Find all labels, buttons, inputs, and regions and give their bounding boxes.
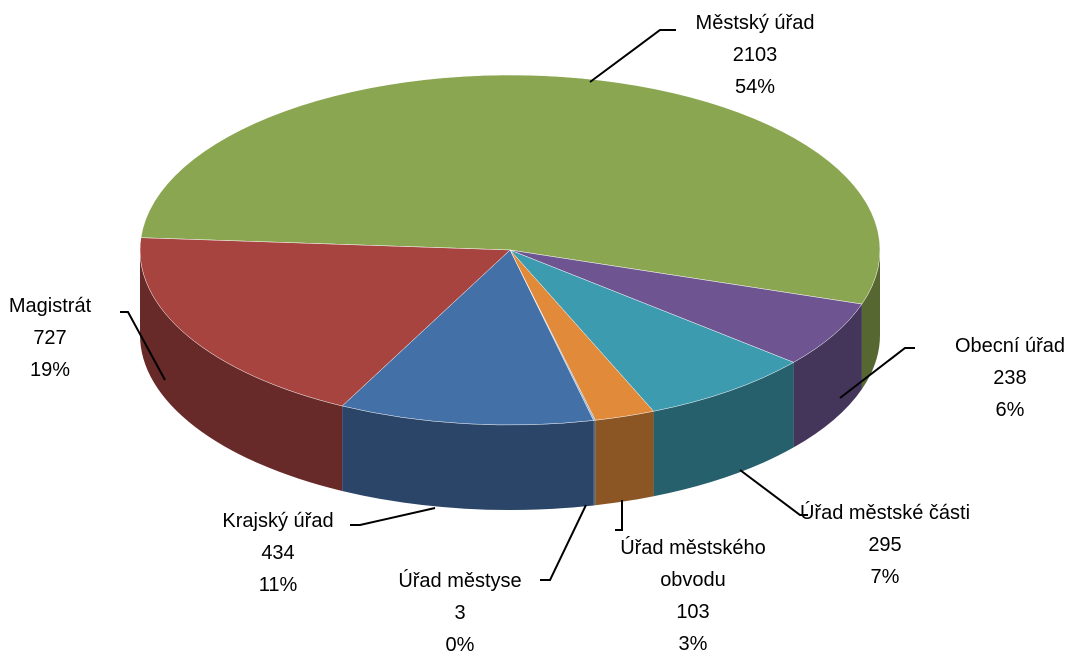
percent-label: 7%	[870, 566, 900, 588]
leader-lines	[120, 29, 915, 581]
leader-line	[739, 469, 808, 516]
percent-label: 0%	[445, 634, 475, 654]
category-label: Úřad městské části	[799, 502, 971, 524]
leader-line	[589, 29, 676, 83]
data-label: Úřad městského obvodu 103 3%	[598, 532, 788, 654]
value-label: 3	[454, 602, 466, 624]
slice-side	[595, 411, 654, 506]
slice	[341, 249, 594, 426]
leader-line	[839, 347, 915, 399]
value-label: 434	[261, 542, 295, 564]
value-label: 295	[868, 534, 902, 556]
data-label: Magistrát 727 19%	[9, 290, 91, 386]
category-label: Městský úřad	[695, 12, 815, 34]
leader-line	[540, 504, 587, 581]
slice-side	[793, 304, 862, 448]
value-label: 727	[33, 327, 67, 349]
slice-side	[342, 405, 594, 510]
category-label: Úřad městyse	[398, 570, 522, 592]
data-label: Městský úřad 2103 54%	[696, 7, 815, 103]
slice	[139, 237, 511, 407]
slice-side	[593, 420, 596, 506]
value-label: 103	[676, 601, 710, 623]
value-label: 2103	[732, 44, 778, 66]
data-label: Obecní úřad 238 6%	[955, 330, 1065, 426]
slice-side	[861, 250, 880, 390]
percent-label: 3%	[678, 633, 708, 654]
slice	[140, 74, 881, 305]
category-label: Krajský úřad	[222, 510, 334, 532]
percent-label: 19%	[29, 359, 71, 381]
slice	[509, 249, 795, 412]
category-label: Úřad městského obvodu	[620, 537, 766, 591]
data-label: Krajský úřad 434 11%	[222, 505, 333, 601]
leader-line	[350, 507, 436, 526]
leader-line	[120, 311, 166, 381]
percent-label: 6%	[995, 399, 1025, 421]
data-label: Úřad městské části 295 7%	[800, 497, 970, 593]
percent-label: 54%	[734, 76, 776, 98]
slice-side	[653, 362, 794, 497]
percent-label: 11%	[258, 574, 298, 596]
slice	[509, 249, 863, 363]
category-label: Obecní úřad	[954, 335, 1066, 357]
data-label: Úřad městyse 3 0%	[398, 565, 521, 654]
category-label: Magistrát	[8, 295, 92, 317]
leader-line	[615, 500, 623, 531]
value-label: 238	[993, 367, 1027, 389]
